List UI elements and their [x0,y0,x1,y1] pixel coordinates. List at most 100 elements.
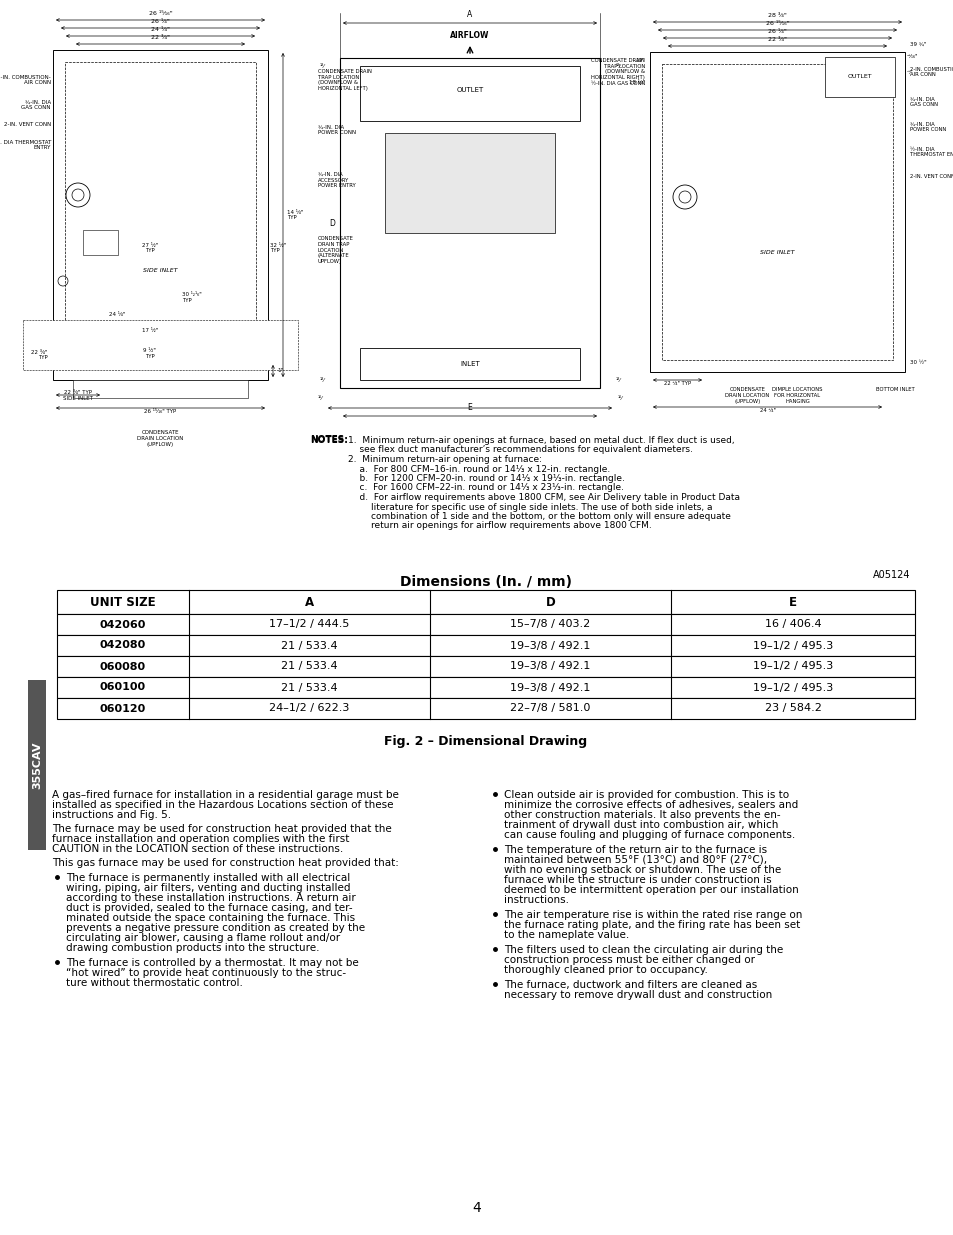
Text: 22–7/8 / 581.0: 22–7/8 / 581.0 [510,704,590,714]
Text: other construction materials. It also prevents the en-: other construction materials. It also pr… [503,810,780,820]
Text: ¾-IN. DIA
POWER CONN: ¾-IN. DIA POWER CONN [317,125,355,136]
Text: duct is provided, sealed to the furnace casing, and ter-: duct is provided, sealed to the furnace … [66,903,353,913]
Text: construction process must be either changed or: construction process must be either chan… [503,955,754,965]
Text: SIDE INLET: SIDE INLET [760,249,794,254]
Text: 21 / 533.4: 21 / 533.4 [281,662,337,672]
Text: A05124: A05124 [872,571,909,580]
Bar [57,635,914,656]
Text: 060080: 060080 [100,662,146,672]
Text: 24 ¹⁄₄": 24 ¹⁄₄" [151,27,170,32]
Text: d.  For airflow requirements above 1800 CFM, see Air Delivery table in Product D: d. For airflow requirements above 1800 C… [348,493,740,501]
Text: ¾-IN. DIA
POWER CONN: ¾-IN. DIA POWER CONN [909,121,945,132]
Text: see flex duct manufacturer’s recommendations for equivalent diameters.: see flex duct manufacturer’s recommendat… [348,446,692,454]
Text: 27 ¹⁄₂"
TYP: 27 ¹⁄₂" TYP [141,242,158,253]
Text: Clean outside air is provided for combustion. This is to: Clean outside air is provided for combus… [503,790,788,800]
Text: 19–1/2 / 495.3: 19–1/2 / 495.3 [752,662,832,672]
Text: CONDENSATE
DRAIN LOCATION
(UPFLOW): CONDENSATE DRAIN LOCATION (UPFLOW) [137,430,184,447]
Text: minimize the corrosive effects of adhesives, sealers and: minimize the corrosive effects of adhesi… [503,800,798,810]
Text: 26 ¹⁵⁄₁₆": 26 ¹⁵⁄₁₆" [149,11,172,16]
Text: to the nameplate value.: to the nameplate value. [503,930,629,940]
Text: 32 ¹⁄₂"
TYP: 32 ¹⁄₂" TYP [270,242,286,253]
Text: AIRFLOW: AIRFLOW [450,31,489,40]
Text: 30 ¹₂¹₆"
TYP: 30 ¹₂¹₆" TYP [182,293,201,303]
Text: OUTLET: OUTLET [847,74,871,79]
Text: 2.  Minimum return-air opening at furnace:: 2. Minimum return-air opening at furnace… [348,454,541,464]
Text: 22 ³⁄₄"
TYP: 22 ³⁄₄" TYP [31,350,48,361]
Bar [339,58,599,388]
Text: 22 ³⁄₄": 22 ³⁄₄" [151,35,170,40]
Text: 042060: 042060 [100,620,146,630]
Text: ¹⁶⁄: ¹⁶⁄ [317,395,322,400]
Text: 355CAV: 355CAV [32,741,42,789]
Text: wiring, piping, air filters, venting and ducting installed: wiring, piping, air filters, venting and… [66,883,350,893]
Text: 22 ³⁄₄": 22 ³⁄₄" [767,37,786,42]
Bar [57,677,914,698]
Text: 14 ¹⁄₄"
TYP: 14 ¹⁄₄" TYP [287,210,303,220]
Text: 17 ¹⁄₂": 17 ¹⁄₂" [141,329,158,333]
Text: 4: 4 [472,1200,481,1215]
Text: 23 / 584.2: 23 / 584.2 [763,704,821,714]
Text: return air openings for airflow requirements above 1800 CFM.: return air openings for airflow requirem… [348,521,651,531]
Text: drawing combustion products into the structure.: drawing combustion products into the str… [66,944,319,953]
Text: CONDENSATE DRAIN
TRAP LOCATION
(DOWNFLOW &
HORIZONTAL RIGHT)
½-IN. DIA GAS CONN: CONDENSATE DRAIN TRAP LOCATION (DOWNFLOW… [590,58,644,86]
Bar [53,49,268,380]
Bar [52,35,919,425]
Text: ¾-IN. DIA
ACCESSORY
POWER ENTRY: ¾-IN. DIA ACCESSORY POWER ENTRY [317,172,355,188]
Text: 19–3/8 / 492.1: 19–3/8 / 492.1 [510,662,590,672]
Text: necessary to remove drywall dust and construction: necessary to remove drywall dust and con… [503,990,771,1000]
Text: The filters used to clean the circulating air during the: The filters used to clean the circulatin… [503,945,782,955]
Bar [57,698,914,719]
Text: ¹⁸⁄: ¹⁸⁄ [615,378,620,383]
Text: furnace while the structure is under construction is: furnace while the structure is under con… [503,876,771,885]
Text: 26 ¹⁵⁄₁₆" TYP: 26 ¹⁵⁄₁₆" TYP [144,409,176,414]
Text: UNIT SIZE: UNIT SIZE [91,595,155,609]
Bar [57,590,914,614]
Text: 22 ³⁄₄" TYP: 22 ³⁄₄" TYP [663,382,690,387]
Text: 28 ³⁄₄": 28 ³⁄₄" [767,14,786,19]
Text: 26 ¹⁄₄": 26 ¹⁄₄" [151,19,170,23]
Text: CONDENSATE
DRAIN TRAP
LOCATION
(ALTERNATE
UPFLOW): CONDENSATE DRAIN TRAP LOCATION (ALTERNAT… [317,236,354,264]
Text: 24–1/2 / 622.3: 24–1/2 / 622.3 [269,704,350,714]
Text: 24 ¹⁄₄": 24 ¹⁄₄" [110,311,126,316]
Text: 24 ³⁄₄": 24 ³⁄₄" [759,408,775,412]
Text: ¹⁶⁄: ¹⁶⁄ [617,395,622,400]
Bar [65,62,255,368]
Text: 19–3/8 / 492.1: 19–3/8 / 492.1 [510,683,590,693]
Text: NOTES:: NOTES: [310,436,348,445]
Text: E: E [467,403,472,412]
Text: 17–1/2 / 444.5: 17–1/2 / 444.5 [269,620,350,630]
Text: ¹⁸⁄: ¹⁸⁄ [615,63,620,68]
Text: 21 / 533.4: 21 / 533.4 [281,641,337,651]
Text: 15–7/8 / 403.2: 15–7/8 / 403.2 [510,620,590,630]
Bar [824,57,894,98]
Text: 19–3/8 / 492.1: 19–3/8 / 492.1 [510,641,590,651]
Text: 30 ½": 30 ½" [909,359,925,364]
Text: BOTTOM INLET: BOTTOM INLET [875,387,913,391]
Text: ¾-IN. DIA
GAS CONN: ¾-IN. DIA GAS CONN [909,96,937,107]
Text: DIMPLE LOCATIONS
FOR HORIZONTAL
HANGING: DIMPLE LOCATIONS FOR HORIZONTAL HANGING [771,387,821,404]
Text: CONDENSATE DRAIN
TRAP LOCATION
(DOWNFLOW &
HORIZONTAL LEFT): CONDENSATE DRAIN TRAP LOCATION (DOWNFLOW… [317,69,372,91]
Text: D: D [329,219,335,227]
Text: 060120: 060120 [100,704,146,714]
Text: thoroughly cleaned prior to occupancy.: thoroughly cleaned prior to occupancy. [503,965,707,974]
Text: The furnace may be used for construction heat provided that the: The furnace may be used for construction… [52,824,392,834]
Text: 2-IN. COMBUSTION-
AIR CONN: 2-IN. COMBUSTION- AIR CONN [909,67,953,78]
Text: ¹⁸⁄: ¹⁸⁄ [319,378,324,383]
Text: ture without thermostatic control.: ture without thermostatic control. [66,978,243,988]
Bar [57,656,914,677]
Text: installed as specified in the Hazardous Locations section of these: installed as specified in the Hazardous … [52,800,393,810]
Bar [83,230,118,254]
Text: ½-IN. DIA THERMOSTAT
ENTRY: ½-IN. DIA THERMOSTAT ENTRY [0,140,51,151]
Text: D: D [545,595,555,609]
Bar [73,380,248,398]
Text: 16 / 406.4: 16 / 406.4 [764,620,821,630]
Text: SIDE INLET: SIDE INLET [143,268,177,273]
Bar [28,680,46,850]
Text: The furnace is controlled by a thermostat. It may not be: The furnace is controlled by a thermosta… [66,958,358,968]
Text: 060100: 060100 [100,683,146,693]
Text: instructions.: instructions. [503,895,568,905]
Text: trainment of drywall dust into combustion air, which: trainment of drywall dust into combustio… [503,820,778,830]
Text: 042080: 042080 [100,641,146,651]
Text: E: E [788,595,796,609]
Text: NOTES:: NOTES: [310,435,348,445]
